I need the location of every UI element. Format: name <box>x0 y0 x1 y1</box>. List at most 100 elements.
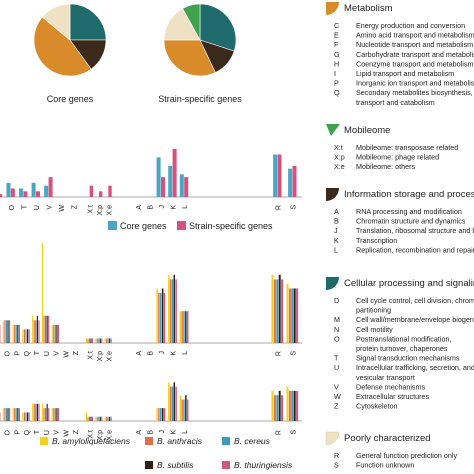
panel2-bar-S-4 <box>296 390 299 421</box>
panel2-bar-O-0 <box>2 408 4 421</box>
panel2-bar-Q-3 <box>27 412 29 421</box>
panel0-bar-V-1 <box>48 177 53 197</box>
cellular-desc-3: Cell motility <box>356 325 393 334</box>
panel2-tick-K: K <box>171 430 178 435</box>
metabolism-code-7: Q <box>334 88 340 97</box>
panel1-bar-X:e-4 <box>110 338 112 343</box>
info-code-3: K <box>334 236 339 245</box>
panel0-bar-U-0 <box>31 182 36 197</box>
panel2-bar-U-3 <box>46 403 48 421</box>
panel2-bar-P-2 <box>15 408 17 421</box>
panel0-bar-U-1 <box>36 191 40 197</box>
panel2-bar-V-0 <box>51 408 53 421</box>
panel0-bar-S-0 <box>288 168 293 197</box>
metabolism-desc-1: Amino acid transport and metabolism <box>356 31 474 40</box>
panel2-tick-R: R <box>276 430 283 435</box>
panel1-bar-U-3 <box>46 315 48 343</box>
panel1-bar-X:p-4 <box>101 338 103 343</box>
panel1-bar-S-0 <box>286 283 289 343</box>
info-desc-2: Translation, ribosomal structure and bio… <box>356 226 474 235</box>
panel2-bar-R-2 <box>276 395 279 421</box>
panel2-bar-V-1 <box>53 408 55 421</box>
panel0-bar-V-0 <box>44 185 49 197</box>
legend-thuringiensis-label: B. thuringiensis <box>234 460 293 470</box>
panel0-bar-X:p-1 <box>99 191 103 197</box>
panel1-bar-L-1 <box>181 311 183 343</box>
panel0-tick-K: K <box>171 205 178 210</box>
pie1-slice-2 <box>163 39 216 77</box>
metabolism-desc-6: Inorganic ion transport and metabolism <box>356 79 474 88</box>
panel1-bar-Q-3 <box>27 329 29 343</box>
panel1-tick-J: J <box>159 351 166 355</box>
panel1-tick-Q: Q <box>24 350 31 356</box>
pie-charts <box>33 3 237 77</box>
panel2-bar-T-1 <box>33 403 35 421</box>
panel2-bar-Q-0 <box>22 412 24 421</box>
panel2-tick-L: L <box>182 430 189 434</box>
legend-anthracis-swatch <box>145 437 153 445</box>
panel2-bar-Q-2 <box>25 412 27 421</box>
panel2-bar-J-1 <box>158 408 160 421</box>
panel1-bar-X:t-0 <box>85 338 88 343</box>
legend-subtilis-label: B. subtilis <box>157 460 194 470</box>
panel2-bar-T-3 <box>36 403 38 421</box>
panel2-bar-L-1 <box>181 399 183 421</box>
panel2-bar-P-3 <box>17 408 19 421</box>
panel0-bar-T-0 <box>19 188 24 197</box>
legend-strain-label: Strain-specific genes <box>189 221 273 231</box>
panel1-bar-P-4 <box>18 324 20 343</box>
metabolism-icon <box>326 2 339 15</box>
panel2-bar-P-4 <box>18 408 20 421</box>
panel2-bar-L-4 <box>186 399 189 421</box>
panel2-bar-X:p-0 <box>95 416 97 421</box>
cellular-desc-9: Defense mechanisms <box>356 382 426 391</box>
cellular-title: Cellular processing and signaling <box>344 278 474 289</box>
panel1-bar-O-1 <box>4 320 6 343</box>
panel1-bar-T-3 <box>36 315 38 343</box>
panel2-bar-X:t-0 <box>85 412 88 421</box>
panel0-tick-X:p: X:p <box>97 205 104 216</box>
panel1-bar-X:e-1 <box>106 338 108 343</box>
panel1-bar-R-4 <box>281 279 284 343</box>
legend-cereus-swatch <box>222 437 230 445</box>
panel1-bar-U-0 <box>41 243 44 343</box>
legend-strain-swatch <box>177 221 186 230</box>
cellular-code-9: V <box>334 382 339 391</box>
info-desc-3: Transcription <box>356 236 397 245</box>
panel2-tick-X:e: X:e <box>106 430 113 441</box>
panel2-bar-J-0 <box>156 408 158 421</box>
panel2-bar-X:e-0 <box>104 416 106 421</box>
panel0-bar-N-1 <box>0 194 3 197</box>
pie-label-strain: Strain-specific genes <box>158 94 242 104</box>
metabolism-desc-3: Carbohydrate transport and metabolism <box>356 50 474 59</box>
cellular-icon <box>326 277 339 290</box>
cellular-code-2: M <box>334 315 340 324</box>
panel0-bar-X:t-1 <box>89 185 93 197</box>
panel2-tick-Q: Q <box>24 429 31 435</box>
panel1-bar-K-1 <box>169 279 172 343</box>
panel0-tick-X:t: X:t <box>88 205 95 214</box>
cellular-code-11: Z <box>334 402 339 411</box>
poorly-code-0: R <box>334 451 339 460</box>
metabolism-desc-4: Coenzyme transport and metabolism <box>356 59 473 68</box>
poorly-title: Poorly characterized <box>344 433 431 444</box>
panel1-bar-X:e-2 <box>107 338 109 343</box>
bar-panels: O T U V W Z X:t X:p X:e A B J K L R SO P Q T U V W Z X:t X:p X:e A… <box>0 148 302 441</box>
poorly-code-1: S <box>334 461 339 470</box>
panel2-tick-A: A <box>136 430 143 435</box>
panel1-bar-V-0 <box>51 324 53 343</box>
panel1-bar-S-3 <box>293 288 296 343</box>
panel0-bar-K-0 <box>168 165 173 197</box>
legend-core-label: Core genes <box>120 221 167 231</box>
panel1-bar-J-1 <box>158 293 160 343</box>
panel2-tick-J: J <box>159 430 166 434</box>
panel1-bar-X:p-3 <box>99 338 101 343</box>
info-code-0: A <box>334 207 339 216</box>
panel2-tick-X:t: X:t <box>88 430 95 439</box>
legend-amylo-label: B. amyloliquefaciens <box>52 436 131 446</box>
metabolism-title: Metabolism <box>344 3 393 14</box>
panel1-bar-O-3 <box>7 320 9 343</box>
panel1-tick-X:p: X:p <box>97 351 104 362</box>
cellular-desc-10: Extracellular structures <box>356 392 430 401</box>
